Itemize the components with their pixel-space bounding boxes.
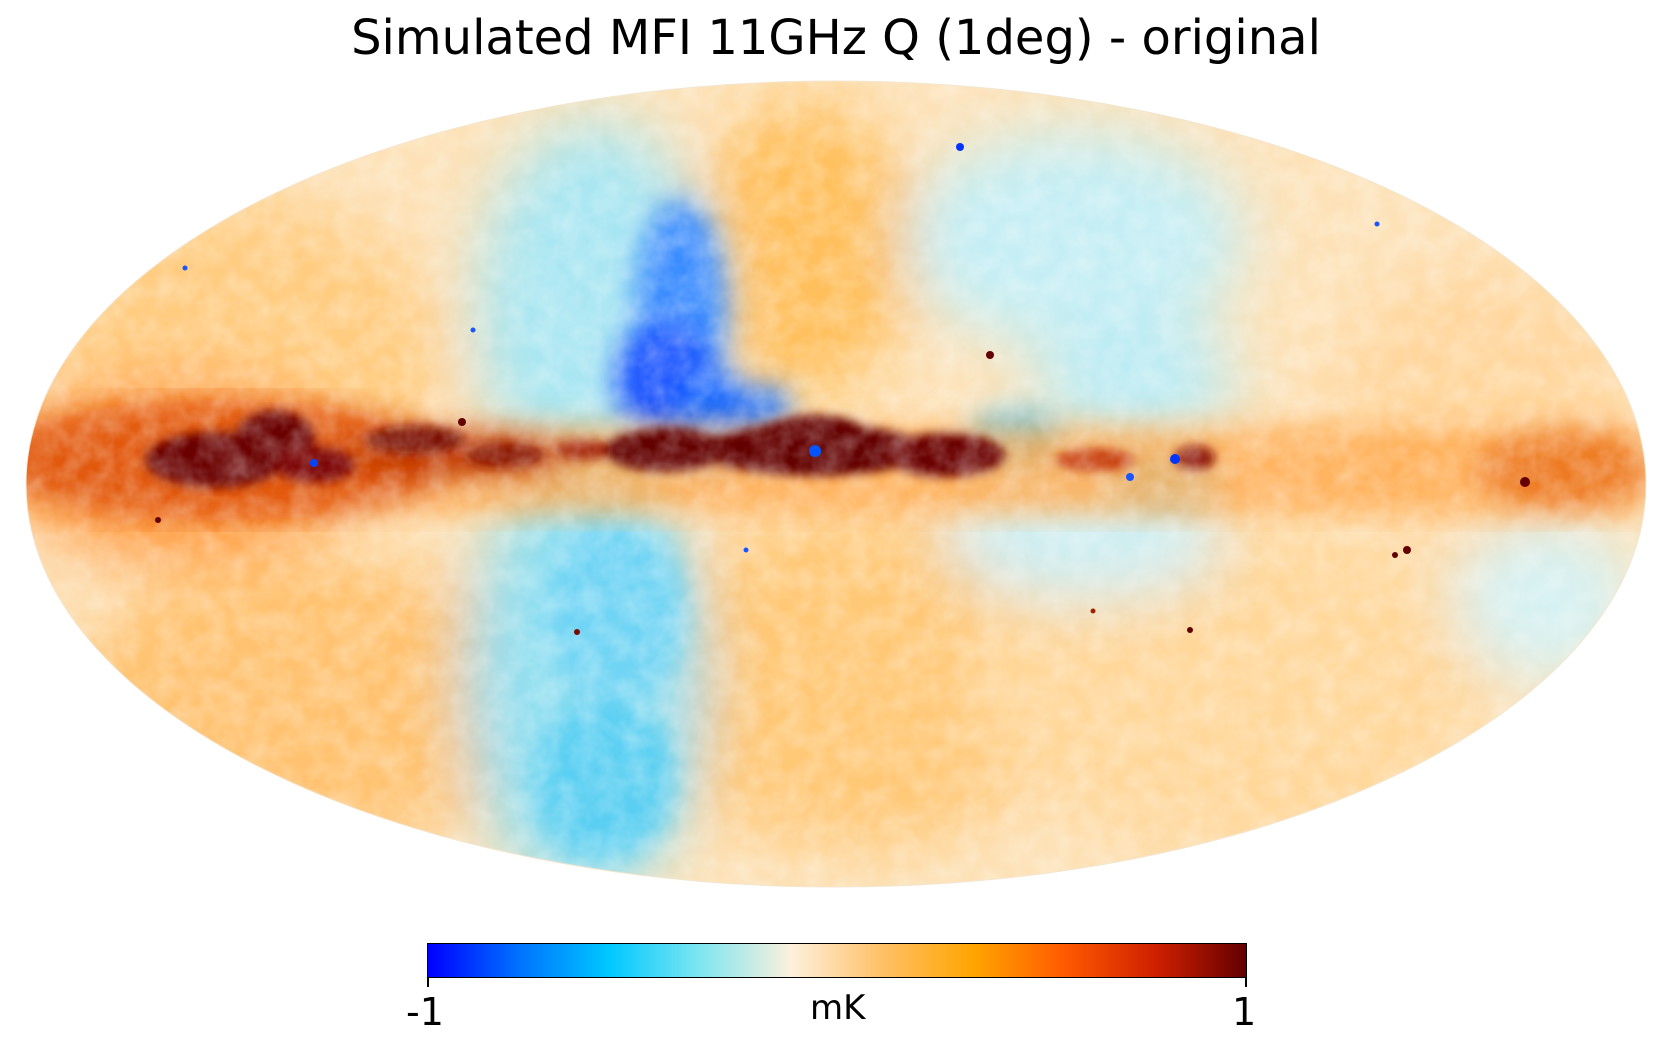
map-title: Simulated MFI 11GHz Q (1deg) - original [351, 10, 1321, 66]
sky-map-svg [25, 80, 1647, 888]
map-data-layer [26, 81, 1646, 887]
colorbar-min-label: -1 [406, 990, 444, 1034]
colorbar-max-label: 1 [1232, 990, 1257, 1034]
colorbar-gradient [427, 943, 1247, 978]
noise-texture [26, 81, 1646, 887]
colorbar-tick-max [1245, 978, 1247, 987]
point-sources [155, 143, 1530, 635]
mollweide-sky-map [25, 80, 1647, 888]
colorbar [427, 943, 1247, 978]
map-outline [25, 80, 1647, 888]
colorbar-tick-min [427, 978, 429, 987]
colorbar-unit-label: mK [810, 988, 866, 1028]
